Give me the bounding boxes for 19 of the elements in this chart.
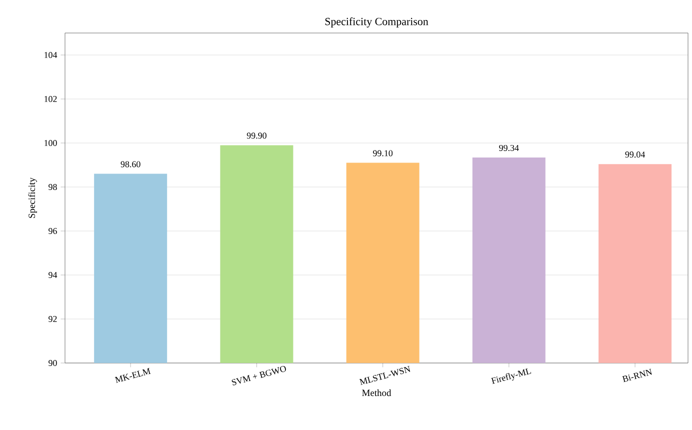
y-tick-label: 100 xyxy=(44,140,57,146)
y-tick-label: 98 xyxy=(48,184,57,190)
chart-title: Specificity Comparison xyxy=(325,17,428,28)
data-label: 99.90 xyxy=(246,132,266,139)
data-label: 99.10 xyxy=(373,150,393,156)
x-tick-label: MK-ELM xyxy=(114,368,151,383)
x-tick-label: Bi-RNN xyxy=(622,368,652,382)
y-tick-label: 92 xyxy=(48,316,57,322)
x-tick-label: SVM + BGWO xyxy=(232,366,286,386)
y-tick-label: 102 xyxy=(44,96,57,102)
y-tick-label: 104 xyxy=(44,52,58,58)
y-tick-label: 94 xyxy=(48,272,58,278)
y-tick-label: 90 xyxy=(48,360,57,366)
data-label: 99.04 xyxy=(625,152,645,158)
data-label: 98.60 xyxy=(120,161,140,168)
data-label: 99.34 xyxy=(499,144,519,152)
y-axis-title: Specificity xyxy=(28,178,37,218)
y-tick-label: 96 xyxy=(48,228,57,234)
x-axis-title: Method xyxy=(362,389,392,396)
